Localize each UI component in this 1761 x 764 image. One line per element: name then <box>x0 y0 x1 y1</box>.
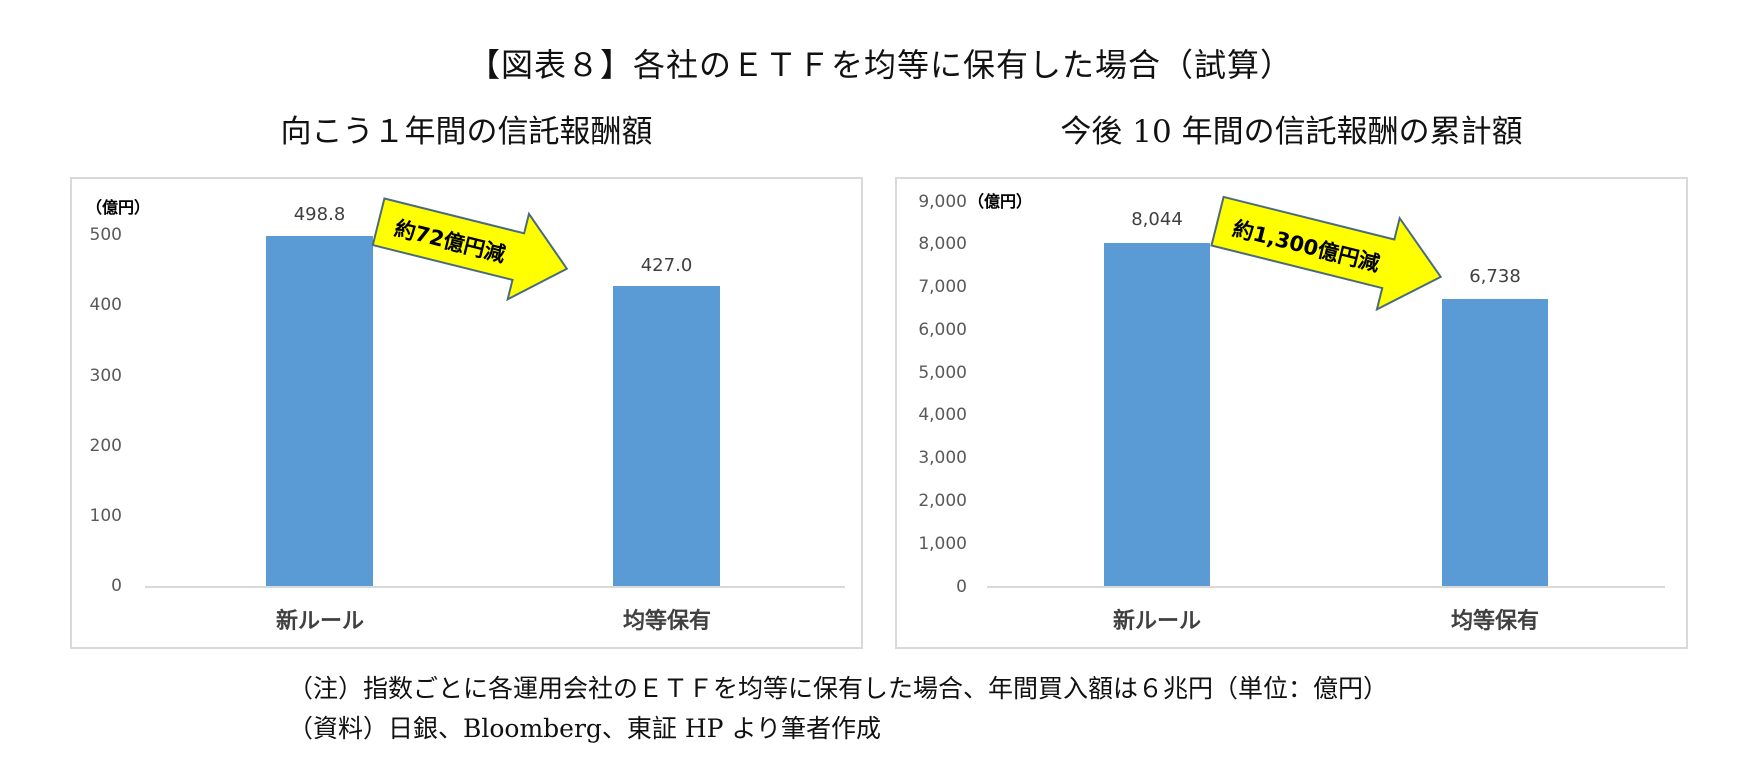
x-axis-line <box>987 586 1665 588</box>
y-tick: 9,000 <box>918 192 967 212</box>
x-category-label: 均等保有 <box>622 609 711 634</box>
y-tick: 200 <box>89 436 122 456</box>
y-tick: 1,000 <box>918 534 967 554</box>
footnote-source: （資料）日銀、Bloomberg、東証 HP より筆者作成 <box>288 714 881 743</box>
y-tick: 3,000 <box>918 448 967 468</box>
x-axis-line <box>145 586 845 588</box>
y-tick: 6,000 <box>918 320 967 340</box>
y-tick: 8,000 <box>918 234 967 254</box>
y-tick: 7,000 <box>918 277 967 297</box>
x-category-label: 均等保有 <box>1450 609 1539 634</box>
y-tick: 300 <box>89 366 122 386</box>
footnote-note: （注）指数ごとに各運用会社のＥＴＦを均等に保有した場合、年間買入額は６兆円（単位… <box>288 674 1389 703</box>
y-tick: 4,000 <box>918 405 967 425</box>
chart-left-title: 向こう１年間の信託報酬額 <box>280 114 653 150</box>
x-category-label: 新ルール <box>275 609 364 634</box>
bar-equal-holding <box>613 286 720 586</box>
bar-value-label: 498.8 <box>293 204 346 225</box>
bar-new-rule <box>1104 243 1210 586</box>
y-tick: 500 <box>89 225 122 245</box>
bar-value-label: 8,044 <box>1131 209 1183 230</box>
bar-value-label: 427.0 <box>640 255 693 276</box>
chart-right-frame <box>895 177 1688 649</box>
y-tick: 100 <box>89 506 122 526</box>
y-tick: 400 <box>89 295 122 315</box>
y-tick: 2,000 <box>918 491 967 511</box>
decrease-arrow-icon: 約1,300億円減 <box>1210 195 1443 312</box>
chart-right-unit: （億円） <box>968 192 1033 211</box>
figure-title: 【図表８】各社のＥＴＦを均等に保有した場合（試算） <box>467 46 1293 84</box>
x-category-label: 新ルール <box>1112 609 1201 634</box>
chart-left-unit: （億円） <box>86 198 151 217</box>
y-tick: 0 <box>111 576 122 596</box>
bar-value-label: 6,738 <box>1469 266 1521 287</box>
chart-right-title: 今後 10 年間の信託報酬の累計額 <box>1060 114 1523 150</box>
bar-new-rule <box>266 236 373 586</box>
decrease-arrow-icon: 約72億円減 <box>371 197 569 302</box>
bar-equal-holding <box>1442 299 1548 586</box>
y-tick: 0 <box>956 577 967 597</box>
y-tick: 5,000 <box>918 363 967 383</box>
